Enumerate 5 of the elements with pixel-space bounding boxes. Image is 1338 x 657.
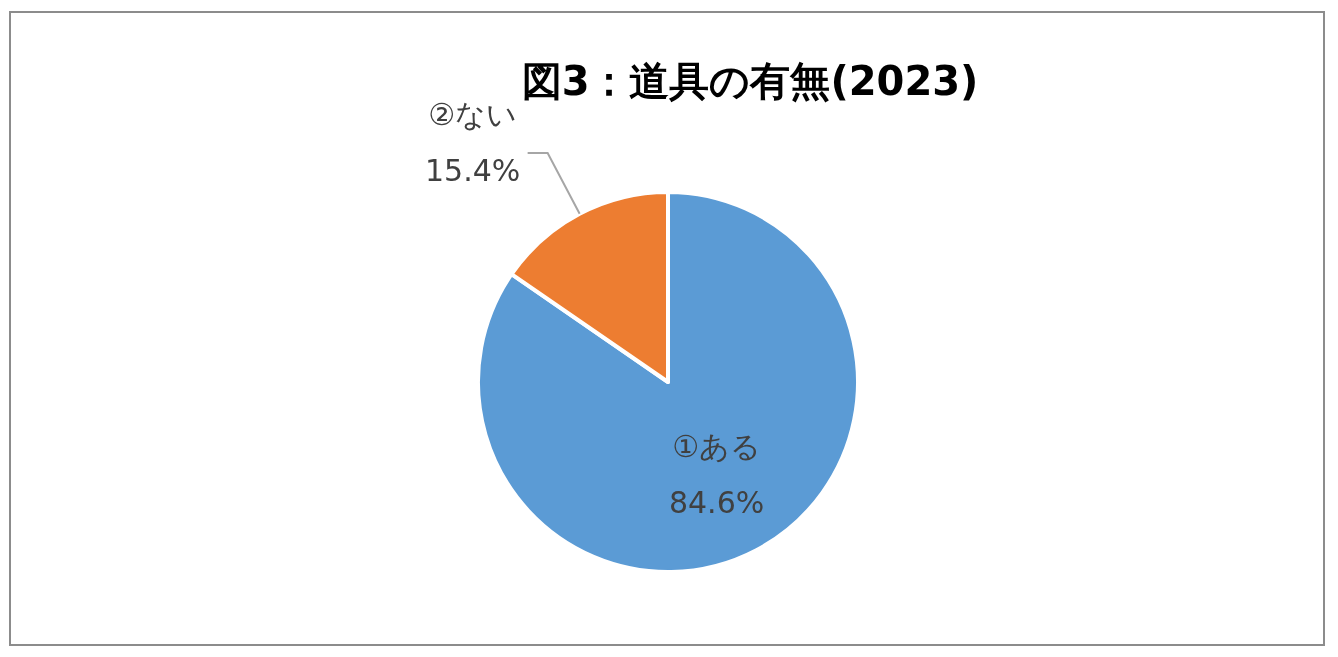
chart-title: 図3：道具の有無(2023) [521,58,979,104]
slice-label: ①ある [672,428,762,464]
data-label: 15.4% [424,152,521,188]
slice-label: ②ない [428,96,518,132]
data-label: 84.6% [668,484,765,520]
